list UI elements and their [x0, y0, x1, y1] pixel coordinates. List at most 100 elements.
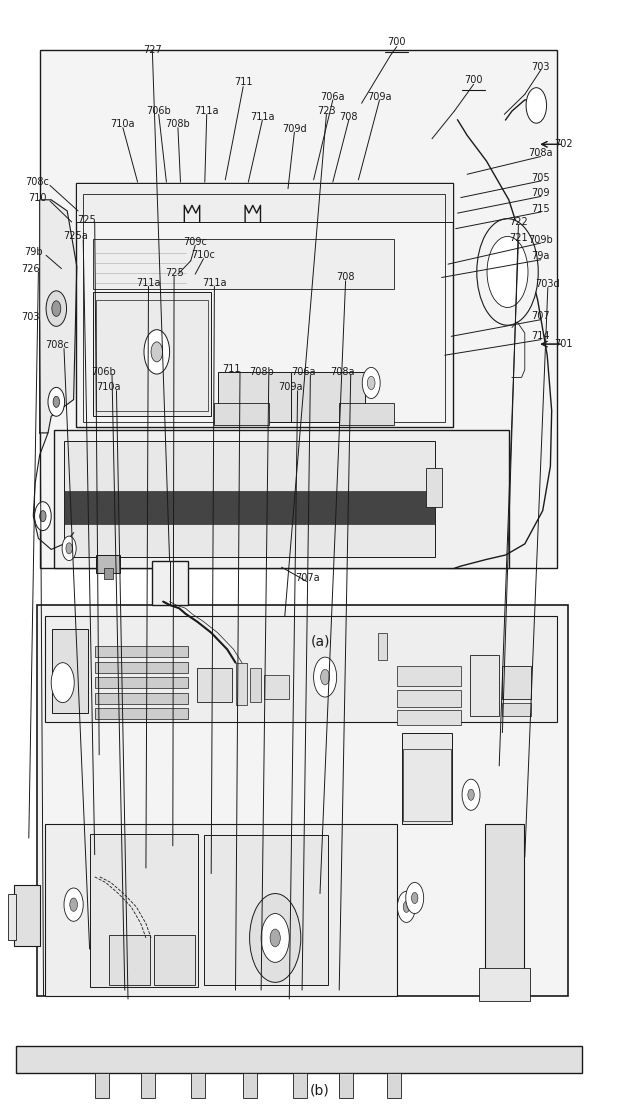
Text: 710a: 710a	[97, 382, 121, 393]
Circle shape	[70, 898, 77, 911]
Text: 709a: 709a	[367, 91, 392, 102]
Circle shape	[314, 657, 337, 697]
Bar	[470, 655, 499, 716]
Circle shape	[62, 536, 76, 561]
Circle shape	[468, 789, 474, 800]
Bar	[152, 561, 188, 605]
Text: 708a: 708a	[529, 148, 553, 159]
Text: 706a: 706a	[321, 91, 345, 102]
Circle shape	[526, 88, 547, 123]
Text: 726: 726	[21, 263, 40, 274]
Text: 715: 715	[531, 203, 550, 214]
Bar	[243, 1073, 257, 1098]
Text: 708: 708	[337, 272, 355, 283]
Text: 710: 710	[28, 192, 46, 203]
Bar	[291, 372, 365, 422]
Circle shape	[397, 891, 415, 922]
Bar	[45, 616, 557, 722]
Text: 708a: 708a	[330, 366, 355, 377]
Text: 711a: 711a	[195, 105, 219, 117]
Text: 709c: 709c	[183, 236, 207, 248]
Text: 708c: 708c	[25, 176, 49, 188]
Bar	[95, 677, 188, 688]
Text: 705: 705	[531, 172, 550, 183]
Text: 723: 723	[317, 105, 336, 117]
Text: 710c: 710c	[191, 250, 216, 261]
Text: 709a: 709a	[278, 382, 303, 393]
Circle shape	[48, 387, 65, 416]
Polygon shape	[454, 120, 552, 568]
Circle shape	[151, 342, 163, 362]
Circle shape	[40, 511, 46, 522]
Bar	[264, 675, 289, 699]
Text: 79a: 79a	[532, 251, 550, 262]
Circle shape	[487, 236, 528, 307]
Text: 710a: 710a	[111, 119, 135, 130]
Circle shape	[64, 888, 83, 921]
Text: 711a: 711a	[136, 278, 161, 289]
Text: 706b: 706b	[147, 105, 171, 117]
Bar	[40, 50, 557, 568]
Bar	[8, 894, 16, 940]
Circle shape	[35, 502, 51, 531]
Bar	[45, 824, 397, 996]
Circle shape	[406, 882, 424, 914]
Bar	[218, 372, 291, 422]
Bar	[16, 1046, 582, 1073]
Text: 706b: 706b	[92, 366, 116, 377]
Text: 706a: 706a	[291, 366, 316, 377]
Circle shape	[362, 367, 380, 398]
Text: 725a: 725a	[63, 231, 88, 242]
Text: 708b: 708b	[166, 119, 190, 130]
Bar	[37, 605, 568, 996]
Text: 703: 703	[532, 61, 550, 72]
Text: 711a: 711a	[202, 278, 227, 289]
Bar	[76, 183, 453, 427]
Text: 721: 721	[509, 232, 528, 243]
Text: 722: 722	[509, 216, 528, 228]
Bar	[426, 468, 442, 507]
Bar	[64, 491, 435, 524]
Circle shape	[462, 779, 480, 810]
Bar	[485, 824, 524, 996]
Bar	[214, 403, 269, 425]
Text: (a): (a)	[310, 635, 330, 648]
Bar	[250, 668, 261, 702]
Bar	[479, 968, 530, 1001]
Bar	[93, 239, 394, 289]
Bar	[204, 835, 328, 985]
Text: 709b: 709b	[529, 234, 553, 245]
Bar	[64, 441, 435, 557]
Text: 711a: 711a	[250, 111, 275, 122]
Bar	[95, 646, 188, 657]
Bar	[14, 885, 40, 946]
Bar	[83, 194, 445, 422]
Polygon shape	[40, 200, 77, 433]
Text: 711: 711	[223, 363, 241, 374]
Circle shape	[46, 291, 67, 326]
Text: 714: 714	[532, 331, 550, 342]
Bar	[339, 403, 394, 425]
Bar	[141, 1073, 155, 1098]
Bar	[95, 693, 188, 704]
Bar	[191, 1073, 205, 1098]
Bar	[403, 749, 451, 821]
Text: 702: 702	[554, 139, 573, 150]
Bar	[96, 555, 120, 573]
Text: 709d: 709d	[282, 123, 307, 134]
Text: 708c: 708c	[45, 340, 70, 351]
Circle shape	[412, 892, 418, 904]
Text: 700: 700	[388, 37, 406, 48]
Text: 700: 700	[465, 74, 483, 85]
Text: 703d: 703d	[536, 279, 560, 290]
Circle shape	[144, 330, 170, 374]
Bar	[104, 568, 113, 579]
Text: 711: 711	[234, 77, 252, 88]
Text: 709: 709	[532, 188, 550, 199]
Bar	[93, 292, 211, 416]
Circle shape	[250, 894, 301, 982]
Text: 708b: 708b	[249, 366, 273, 377]
Circle shape	[261, 914, 289, 962]
Bar	[397, 690, 461, 707]
Bar	[52, 629, 88, 713]
